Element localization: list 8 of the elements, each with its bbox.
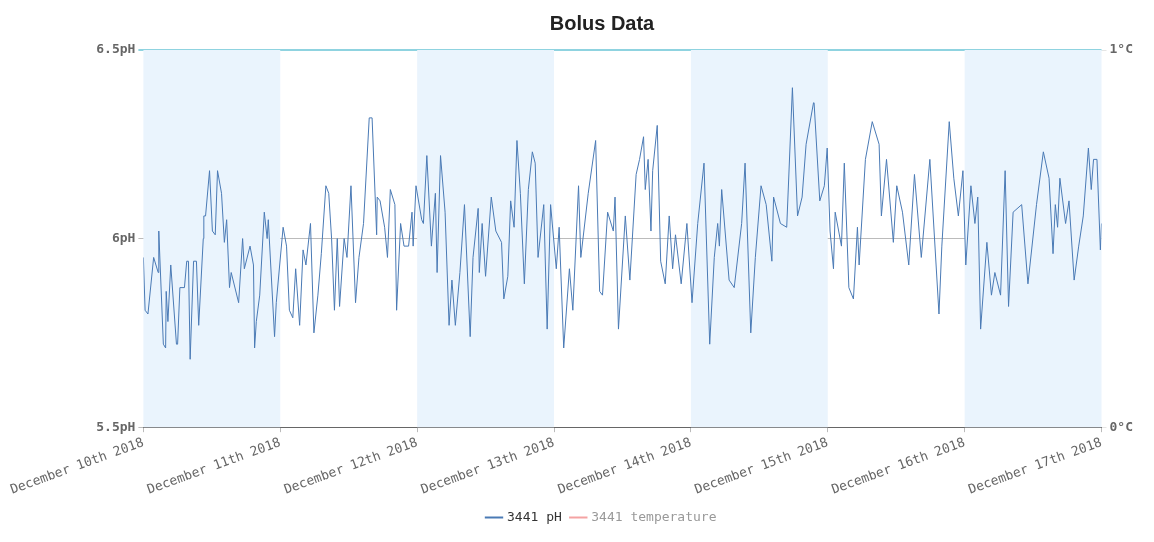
y-tick-label: 6pH	[111, 229, 136, 245]
chart-title: Bolus Data	[549, 11, 656, 34]
y2-tick-label: 1°C	[1109, 41, 1133, 57]
y-tick-label: 5.5pH	[96, 418, 136, 434]
y-tick-label: 6.5pH	[96, 41, 136, 57]
legend-label: 3441 pH	[506, 508, 562, 524]
legend-label: 3441 temperature	[591, 508, 717, 524]
y2-tick-label: 0°C	[1109, 418, 1133, 434]
